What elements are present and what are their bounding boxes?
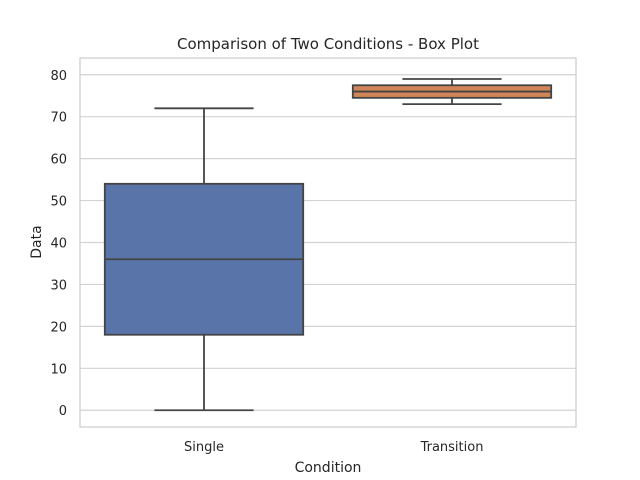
y-tick-label: 40 xyxy=(50,237,67,252)
y-axis-label: Data xyxy=(29,225,45,258)
y-tick-label: 70 xyxy=(50,111,67,126)
x-tick-label: Transition xyxy=(420,440,484,455)
plot-frame xyxy=(79,57,577,428)
y-tick-label: 0 xyxy=(59,404,67,419)
boxes xyxy=(103,78,553,412)
x-tick-labels: Single Transition xyxy=(184,440,483,455)
x-axis-label: Condition xyxy=(295,460,362,476)
box-single xyxy=(103,107,305,412)
y-tick-label: 60 xyxy=(50,153,67,168)
y-tick-label: 30 xyxy=(50,278,67,293)
y-tick-label: 10 xyxy=(50,362,67,377)
y-tick-label: 80 xyxy=(50,69,67,84)
y-tick-label: 50 xyxy=(50,195,67,210)
box-transition xyxy=(351,78,553,106)
chart-title: Comparison of Two Conditions - Box Plot xyxy=(177,35,479,53)
y-tick-labels: 0 10 20 30 40 50 60 70 80 xyxy=(50,69,67,419)
y-tick-label: 20 xyxy=(50,320,67,335)
x-tick-label: Single xyxy=(184,440,224,455)
